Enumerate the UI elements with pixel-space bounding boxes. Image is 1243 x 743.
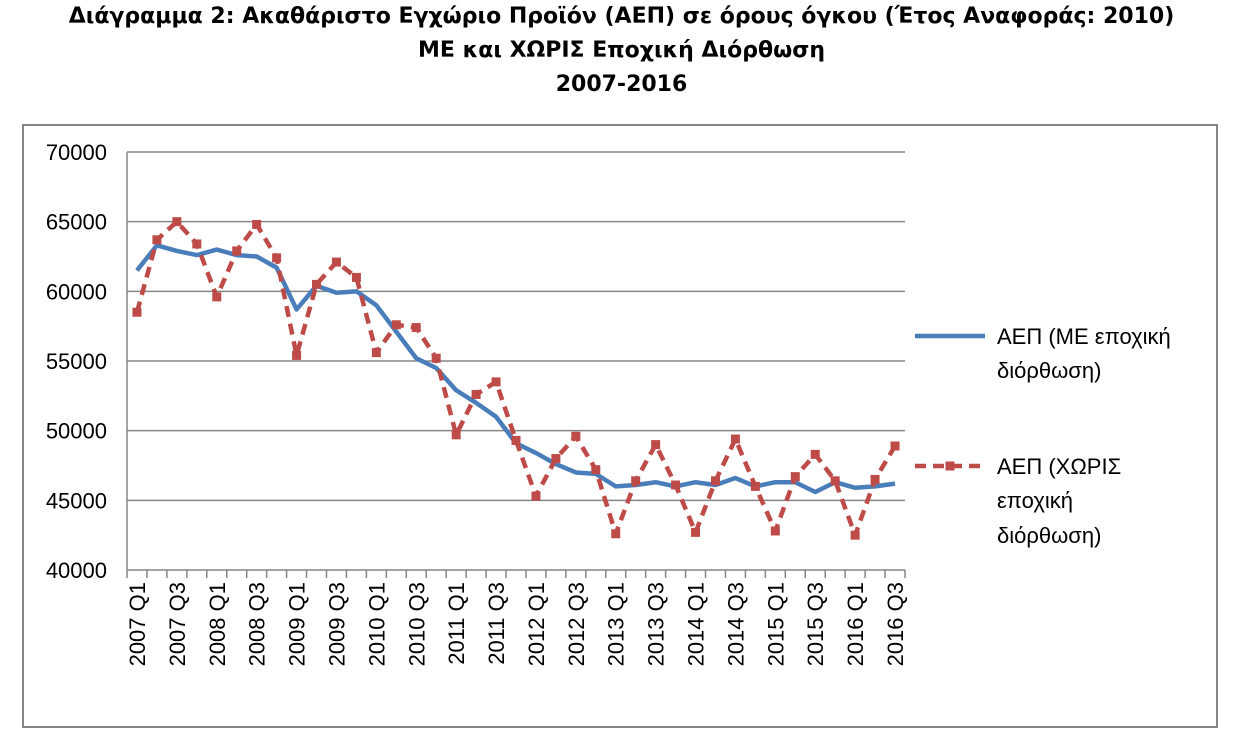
- x-tick-label: 2010 Q3: [404, 582, 429, 666]
- x-tick-label: 2008 Q1: [205, 582, 230, 666]
- data-point-marker: [611, 529, 621, 539]
- data-point-marker: [351, 272, 361, 282]
- y-tick-label: 70000: [46, 140, 107, 165]
- chart-title-line-1: Διάγραμμα 2: Ακαθάριστο Εγχώριο Προϊόν (…: [68, 4, 1175, 29]
- legend-label: ΑΕΠ (ΜΕ εποχική: [997, 324, 1171, 349]
- data-point-marker: [651, 440, 661, 450]
- data-point-marker: [331, 257, 341, 267]
- data-point-marker: [312, 279, 322, 289]
- data-point-marker: [132, 307, 142, 317]
- y-tick-label: 40000: [46, 558, 107, 583]
- legend-label: εποχική: [997, 488, 1073, 513]
- chart-title-line-3: 2007-2016: [555, 72, 688, 97]
- data-point-marker: [292, 350, 302, 360]
- data-point-marker: [531, 491, 541, 501]
- data-point-marker: [730, 434, 740, 444]
- data-point-marker: [750, 481, 760, 491]
- data-point-marker: [890, 441, 900, 451]
- x-tick-label: 2011 Q3: [484, 582, 509, 665]
- x-tick-label: 2013 Q3: [644, 582, 669, 666]
- data-point-marker: [212, 292, 222, 302]
- x-tick-label: 2009 Q1: [285, 582, 310, 666]
- x-tick-label: 2008 Q3: [245, 582, 270, 666]
- x-tick-label: 2012 Q3: [564, 582, 589, 666]
- data-point-marker: [850, 530, 860, 540]
- x-tick-label: 2012 Q1: [524, 582, 549, 666]
- data-point-marker: [252, 219, 262, 229]
- y-tick-label: 45000: [46, 488, 107, 513]
- data-point-marker: [770, 526, 780, 536]
- x-tick-label: 2007 Q3: [165, 582, 190, 666]
- x-tick-label: 2016 Q3: [883, 582, 908, 666]
- legend-swatch-marker: [945, 461, 955, 471]
- data-point-marker: [671, 480, 681, 490]
- x-tick-label: 2015 Q3: [803, 582, 828, 666]
- data-point-marker: [810, 449, 820, 459]
- legend-label: ΑΕΠ (ΧΩΡΙΣ: [997, 454, 1121, 479]
- data-point-marker: [511, 435, 521, 445]
- data-point-marker: [471, 389, 481, 399]
- data-point-marker: [691, 527, 701, 537]
- chart-title: Διάγραμμα 2: Ακαθάριστο Εγχώριο Προϊόν (…: [0, 0, 1243, 102]
- x-tick-label: 2016 Q1: [843, 582, 868, 666]
- data-point-marker: [631, 476, 641, 486]
- data-point-marker: [391, 320, 401, 330]
- series-line-seasonally-adjusted: [135, 243, 896, 495]
- legend-label: διόρθωση): [997, 358, 1101, 383]
- y-tick-label: 55000: [46, 349, 107, 374]
- data-point-marker: [172, 217, 182, 227]
- data-point-marker: [830, 476, 840, 486]
- x-tick-label: 2015 Q1: [763, 582, 788, 666]
- x-tick-label: 2013 Q1: [604, 582, 629, 666]
- data-point-marker: [591, 465, 601, 475]
- data-point-marker: [451, 430, 461, 440]
- data-point-marker: [710, 476, 720, 486]
- chart-area: [22, 124, 1218, 728]
- x-tick-label: 2011 Q1: [444, 582, 469, 665]
- legend-label: διόρθωση): [997, 523, 1101, 548]
- data-point-marker: [272, 253, 282, 263]
- x-tick-label: 2009 Q3: [324, 582, 349, 666]
- y-tick-label: 60000: [46, 279, 107, 304]
- x-tick-label: 2014 Q1: [684, 582, 709, 666]
- x-tick-label: 2010 Q1: [364, 582, 389, 666]
- data-point-marker: [571, 431, 581, 441]
- data-point-marker: [371, 348, 381, 358]
- data-point-marker: [232, 246, 242, 256]
- y-tick-label: 50000: [46, 419, 107, 444]
- data-point-marker: [551, 454, 561, 464]
- data-point-marker: [491, 377, 501, 387]
- x-tick-label: 2007 Q1: [125, 582, 150, 666]
- data-point-marker: [870, 474, 880, 484]
- chart-title-line-2: ΜΕ και ΧΩΡΙΣ Εποχική Διόρθωση: [418, 38, 825, 63]
- data-point-marker: [411, 323, 421, 333]
- data-point-marker: [152, 235, 162, 245]
- data-point-marker: [431, 353, 441, 363]
- data-point-marker: [192, 239, 202, 249]
- x-tick-label: 2014 Q3: [723, 582, 748, 666]
- data-point-marker: [790, 472, 800, 482]
- y-tick-label: 65000: [46, 210, 107, 235]
- series-line-not-adjusted: [134, 219, 897, 538]
